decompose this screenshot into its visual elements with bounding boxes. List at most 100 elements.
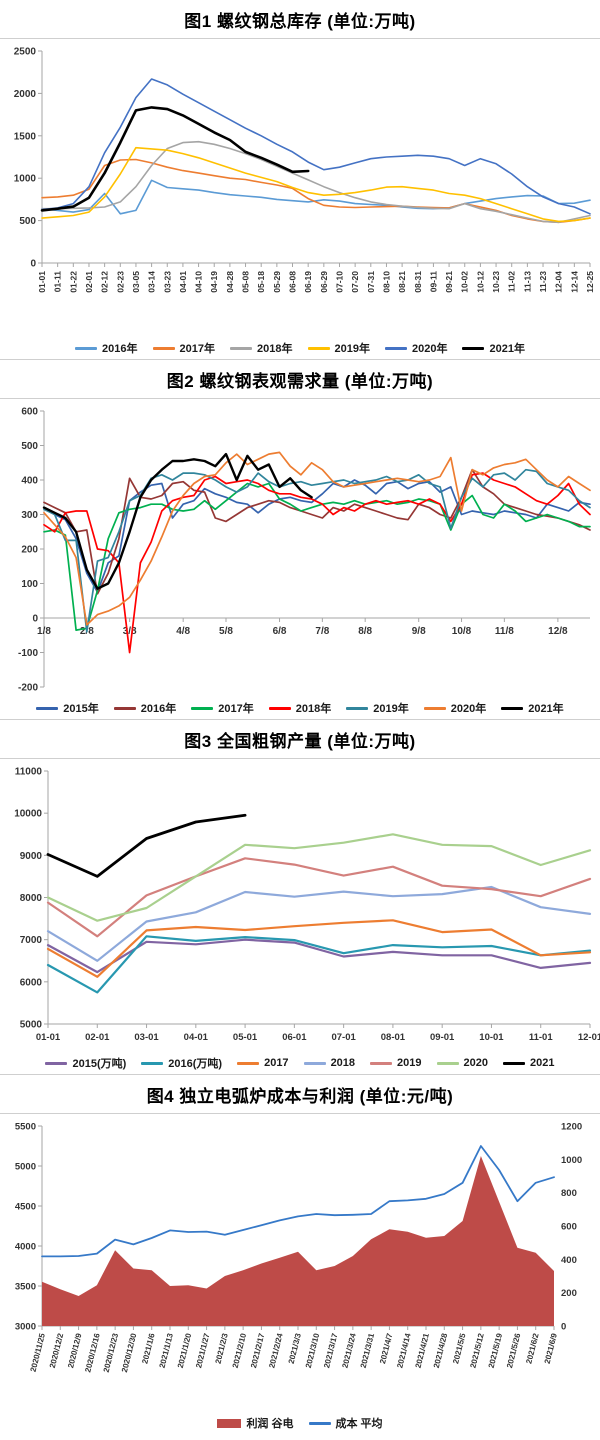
legend-label: 2021年: [528, 703, 564, 715]
legend-label: 2017: [264, 1057, 289, 1069]
figure-4-title: 图4 独立电弧炉成本与利润 (单位:元/吨): [0, 1075, 600, 1114]
svg-text:08-10: 08-10: [381, 271, 391, 293]
legend-swatch-icon: [423, 706, 446, 710]
svg-text:06-29: 06-29: [319, 271, 329, 293]
svg-text:9/8: 9/8: [412, 626, 426, 637]
legend-item: 2021年: [501, 700, 564, 716]
svg-text:9000: 9000: [20, 851, 43, 862]
figure-1-section: 图1 螺纹钢总库存 (单位:万吨) 0 500 1000 1500 2000 2500 01…: [0, 0, 600, 359]
svg-text:2020/12/16: 2020/12/16: [83, 1332, 102, 1374]
svg-text:09-11: 09-11: [428, 271, 438, 293]
svg-text:5/8: 5/8: [219, 626, 233, 637]
svg-text:2020/12/23: 2020/12/23: [102, 1332, 121, 1374]
svg-text:02-01: 02-01: [85, 1032, 110, 1043]
legend-item: 2016(万吨): [141, 1055, 222, 1071]
figure-2-title: 图2 螺纹钢表观需求量 (单位:万吨): [0, 360, 600, 399]
svg-text:2021/5/5: 2021/5/5: [451, 1332, 467, 1365]
svg-text:10-01: 10-01: [479, 1032, 504, 1043]
legend-item: 2020年: [384, 340, 448, 356]
svg-text:06-08: 06-08: [288, 271, 298, 293]
figure-1-title: 图1 螺纹钢总库存 (单位:万吨): [0, 0, 600, 39]
svg-text:2021/2/10: 2021/2/10: [231, 1332, 248, 1369]
legend-swatch-icon: [113, 706, 136, 710]
svg-text:01-11: 01-11: [53, 271, 63, 293]
svg-text:2021/5/26: 2021/5/26: [505, 1332, 522, 1369]
svg-text:600: 600: [21, 407, 38, 418]
figure-2-section: 图2 螺纹钢表观需求量 (单位:万吨) -200 -100 0 100 200 300 40…: [0, 359, 600, 719]
legend-item: 2018年: [230, 340, 293, 356]
figure-2-legend: 2015年 2016年 2017年 2018年 2019年 2020年 2021年: [0, 700, 600, 716]
svg-text:2021/4/14: 2021/4/14: [395, 1332, 412, 1369]
svg-text:-200: -200: [18, 683, 38, 694]
legend-swatch-icon: [370, 1061, 393, 1065]
legend-item: 2017: [237, 1057, 289, 1069]
svg-text:05-08: 05-08: [241, 271, 251, 293]
legend-item: 2018: [303, 1057, 355, 1069]
svg-text:12/8: 12/8: [548, 626, 568, 637]
svg-text:03-05: 03-05: [131, 271, 141, 293]
legend-label: 2020: [463, 1057, 489, 1069]
legend-swatch-icon: [501, 706, 524, 710]
svg-text:3/8: 3/8: [123, 626, 137, 637]
svg-text:2020/12/30: 2020/12/30: [120, 1332, 139, 1374]
svg-text:8/8: 8/8: [358, 626, 372, 637]
legend-swatch-icon: [384, 346, 407, 350]
legend-label: 2020年: [411, 343, 448, 355]
svg-text:2021/6/9: 2021/6/9: [543, 1332, 559, 1365]
svg-text:02-12: 02-12: [100, 271, 110, 293]
svg-text:2500: 2500: [14, 47, 37, 58]
svg-text:2021/1/27: 2021/1/27: [194, 1332, 211, 1369]
svg-text:2000: 2000: [14, 89, 37, 100]
legend-label: 2021年: [489, 343, 525, 355]
svg-text:100: 100: [21, 579, 38, 590]
figure-1-rebar-inventory-chart: 0 500 1000 1500 2000 2500 01-01 01-11 01-22 02-01…: [14, 47, 595, 293]
svg-text:5000: 5000: [15, 1162, 36, 1173]
svg-text:500: 500: [21, 441, 38, 452]
svg-text:8000: 8000: [20, 893, 43, 904]
svg-text:12-04: 12-04: [554, 271, 564, 293]
figure-3-legend: 2015(万吨) 2016(万吨) 2017 2018 2019 2020 2021: [0, 1055, 600, 1071]
svg-text:200: 200: [561, 1288, 577, 1299]
legend-swatch-icon: [307, 346, 330, 350]
svg-text:500: 500: [19, 216, 36, 227]
legend-swatch-icon: [268, 706, 291, 710]
figure-1-legend: 2016年 2017年 2018年 2019年 2020年 2021年: [0, 340, 600, 356]
svg-text:6000: 6000: [20, 977, 43, 988]
legend-swatch-icon: [237, 1061, 260, 1065]
svg-text:01-01: 01-01: [36, 1032, 61, 1043]
svg-text:800: 800: [561, 1188, 577, 1199]
legend-label: 成本 平均: [335, 1418, 383, 1430]
legend-swatch-icon: [436, 1061, 459, 1065]
svg-text:300: 300: [21, 510, 38, 521]
legend-swatch-icon: [217, 1418, 242, 1428]
legend-swatch-icon: [308, 1421, 331, 1425]
legend-swatch-icon: [462, 346, 485, 350]
legend-label: 2015年: [63, 703, 99, 715]
svg-text:2021/3/24: 2021/3/24: [340, 1332, 357, 1369]
legend-item: 2016年: [75, 340, 138, 356]
svg-text:2021/1/13: 2021/1/13: [158, 1332, 175, 1369]
svg-text:2021/3/17: 2021/3/17: [322, 1332, 339, 1369]
svg-text:06-19: 06-19: [303, 271, 313, 293]
svg-text:11/8: 11/8: [495, 626, 514, 637]
svg-text:3000: 3000: [15, 1322, 36, 1333]
svg-text:2020/11/25: 2020/11/25: [29, 1332, 47, 1373]
svg-text:04-28: 04-28: [225, 271, 235, 293]
svg-text:2021/4/7: 2021/4/7: [378, 1332, 394, 1365]
svg-text:07-31: 07-31: [366, 271, 376, 293]
legend-item: 2019年: [307, 340, 370, 356]
legend-label: 2021: [530, 1057, 555, 1069]
svg-text:11-23: 11-23: [538, 271, 548, 293]
svg-text:10/8: 10/8: [452, 626, 472, 637]
svg-text:2021/2/17: 2021/2/17: [249, 1332, 266, 1369]
svg-text:08-31: 08-31: [413, 271, 423, 293]
svg-text:5000: 5000: [20, 1020, 43, 1031]
legend-label: 2017年: [218, 703, 254, 715]
svg-text:2021/1/20: 2021/1/20: [176, 1332, 193, 1369]
legend-label: 2016年: [140, 703, 177, 715]
svg-text:2021/4/21: 2021/4/21: [414, 1332, 431, 1369]
svg-text:02-23: 02-23: [115, 271, 125, 293]
svg-text:05-29: 05-29: [272, 271, 282, 293]
